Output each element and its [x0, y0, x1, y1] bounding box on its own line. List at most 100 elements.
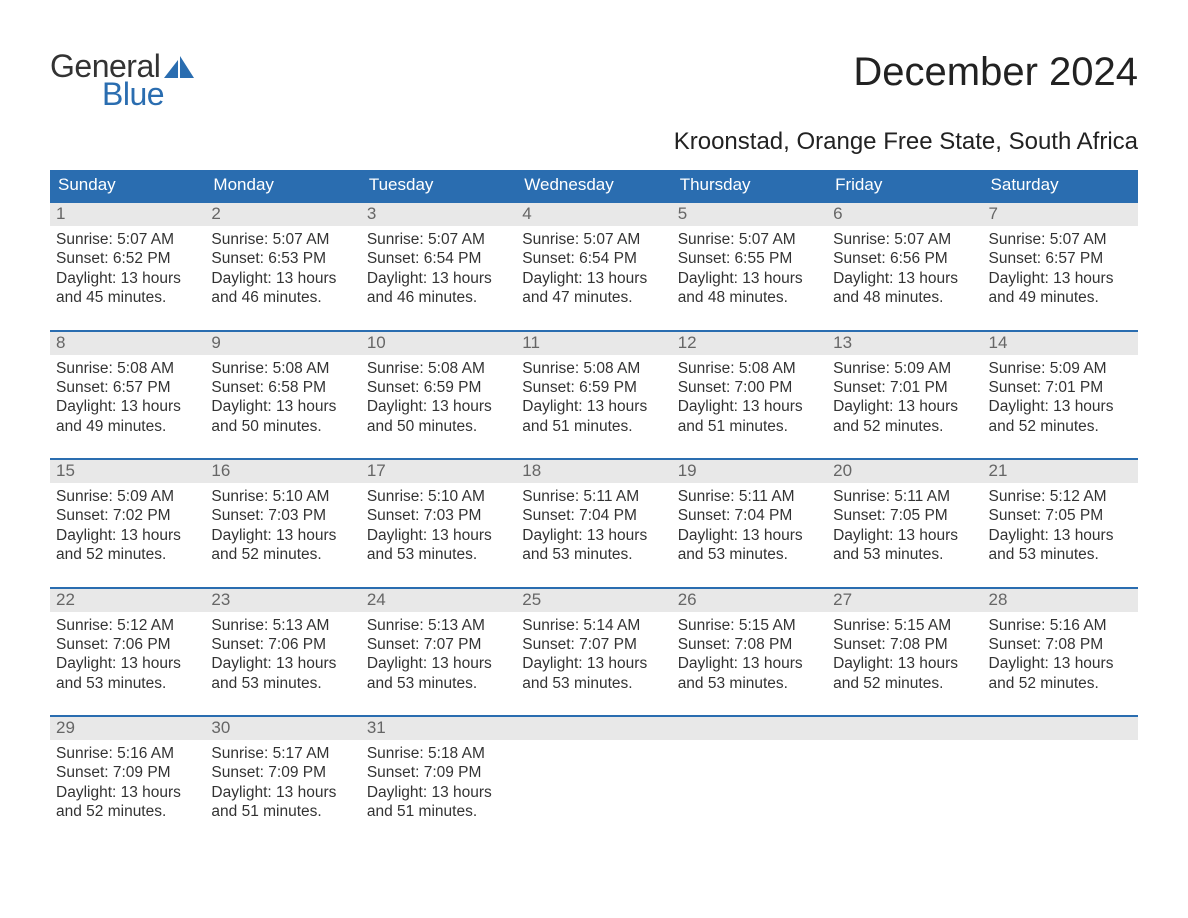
- day-details: Sunrise: 5:09 AMSunset: 7:02 PMDaylight:…: [50, 483, 205, 571]
- calendar-day: 13Sunrise: 5:09 AMSunset: 7:01 PMDayligh…: [827, 332, 982, 443]
- day-details: Sunrise: 5:07 AMSunset: 6:56 PMDaylight:…: [827, 226, 982, 314]
- day-number: 31: [361, 717, 516, 740]
- day-number: 15: [50, 460, 205, 483]
- calendar-day: 8Sunrise: 5:08 AMSunset: 6:57 PMDaylight…: [50, 332, 205, 443]
- day-details: Sunrise: 5:07 AMSunset: 6:54 PMDaylight:…: [516, 226, 671, 314]
- calendar-day: 18Sunrise: 5:11 AMSunset: 7:04 PMDayligh…: [516, 460, 671, 571]
- calendar-day: 23Sunrise: 5:13 AMSunset: 7:06 PMDayligh…: [205, 589, 360, 700]
- calendar-day: 30Sunrise: 5:17 AMSunset: 7:09 PMDayligh…: [205, 717, 360, 828]
- day-number: [983, 717, 1138, 740]
- day-number: 7: [983, 203, 1138, 226]
- day-details: Sunrise: 5:08 AMSunset: 6:59 PMDaylight:…: [516, 355, 671, 443]
- day-number: 16: [205, 460, 360, 483]
- calendar-day: 9Sunrise: 5:08 AMSunset: 6:58 PMDaylight…: [205, 332, 360, 443]
- day-number: 14: [983, 332, 1138, 355]
- page-title: December 2024: [853, 50, 1138, 95]
- day-number: 18: [516, 460, 671, 483]
- calendar-day: [672, 717, 827, 828]
- day-number: 3: [361, 203, 516, 226]
- day-details: Sunrise: 5:13 AMSunset: 7:06 PMDaylight:…: [205, 612, 360, 700]
- calendar-day: 31Sunrise: 5:18 AMSunset: 7:09 PMDayligh…: [361, 717, 516, 828]
- day-number: 21: [983, 460, 1138, 483]
- calendar-week: 29Sunrise: 5:16 AMSunset: 7:09 PMDayligh…: [50, 715, 1138, 828]
- day-details: Sunrise: 5:08 AMSunset: 7:00 PMDaylight:…: [672, 355, 827, 443]
- weekday-header: Saturday: [983, 170, 1138, 201]
- day-details: Sunrise: 5:11 AMSunset: 7:04 PMDaylight:…: [672, 483, 827, 571]
- day-details: Sunrise: 5:09 AMSunset: 7:01 PMDaylight:…: [827, 355, 982, 443]
- calendar-day: 14Sunrise: 5:09 AMSunset: 7:01 PMDayligh…: [983, 332, 1138, 443]
- calendar-day: 26Sunrise: 5:15 AMSunset: 7:08 PMDayligh…: [672, 589, 827, 700]
- calendar-day: 21Sunrise: 5:12 AMSunset: 7:05 PMDayligh…: [983, 460, 1138, 571]
- brand-logo: General Blue: [50, 50, 194, 110]
- calendar-day: 22Sunrise: 5:12 AMSunset: 7:06 PMDayligh…: [50, 589, 205, 700]
- calendar-day: 7Sunrise: 5:07 AMSunset: 6:57 PMDaylight…: [983, 203, 1138, 314]
- day-number: [516, 717, 671, 740]
- day-details: Sunrise: 5:15 AMSunset: 7:08 PMDaylight:…: [827, 612, 982, 700]
- day-details: Sunrise: 5:10 AMSunset: 7:03 PMDaylight:…: [361, 483, 516, 571]
- day-number: 9: [205, 332, 360, 355]
- day-number: 24: [361, 589, 516, 612]
- calendar-day: 16Sunrise: 5:10 AMSunset: 7:03 PMDayligh…: [205, 460, 360, 571]
- calendar-day: [516, 717, 671, 828]
- weekday-header: Wednesday: [516, 170, 671, 201]
- day-number: 8: [50, 332, 205, 355]
- day-details: Sunrise: 5:07 AMSunset: 6:53 PMDaylight:…: [205, 226, 360, 314]
- day-details: Sunrise: 5:07 AMSunset: 6:54 PMDaylight:…: [361, 226, 516, 314]
- calendar-day: 29Sunrise: 5:16 AMSunset: 7:09 PMDayligh…: [50, 717, 205, 828]
- calendar-day: 10Sunrise: 5:08 AMSunset: 6:59 PMDayligh…: [361, 332, 516, 443]
- day-number: 27: [827, 589, 982, 612]
- calendar-day: 12Sunrise: 5:08 AMSunset: 7:00 PMDayligh…: [672, 332, 827, 443]
- day-details: Sunrise: 5:07 AMSunset: 6:55 PMDaylight:…: [672, 226, 827, 314]
- day-details: Sunrise: 5:11 AMSunset: 7:05 PMDaylight:…: [827, 483, 982, 571]
- day-number: 25: [516, 589, 671, 612]
- day-number: 23: [205, 589, 360, 612]
- day-number: 22: [50, 589, 205, 612]
- day-number: 5: [672, 203, 827, 226]
- day-number: 19: [672, 460, 827, 483]
- weekday-header: Monday: [205, 170, 360, 201]
- calendar-day: 2Sunrise: 5:07 AMSunset: 6:53 PMDaylight…: [205, 203, 360, 314]
- day-number: 11: [516, 332, 671, 355]
- day-details: Sunrise: 5:12 AMSunset: 7:06 PMDaylight:…: [50, 612, 205, 700]
- weekday-header: Friday: [827, 170, 982, 201]
- day-details: Sunrise: 5:08 AMSunset: 6:57 PMDaylight:…: [50, 355, 205, 443]
- day-number: 2: [205, 203, 360, 226]
- calendar-day: 20Sunrise: 5:11 AMSunset: 7:05 PMDayligh…: [827, 460, 982, 571]
- calendar: SundayMondayTuesdayWednesdayThursdayFrid…: [50, 170, 1138, 828]
- day-details: Sunrise: 5:18 AMSunset: 7:09 PMDaylight:…: [361, 740, 516, 828]
- day-details: Sunrise: 5:07 AMSunset: 6:52 PMDaylight:…: [50, 226, 205, 314]
- day-number: 30: [205, 717, 360, 740]
- calendar-day: 6Sunrise: 5:07 AMSunset: 6:56 PMDaylight…: [827, 203, 982, 314]
- calendar-day: 4Sunrise: 5:07 AMSunset: 6:54 PMDaylight…: [516, 203, 671, 314]
- day-details: Sunrise: 5:08 AMSunset: 6:59 PMDaylight:…: [361, 355, 516, 443]
- day-details: Sunrise: 5:16 AMSunset: 7:08 PMDaylight:…: [983, 612, 1138, 700]
- calendar-day: 1Sunrise: 5:07 AMSunset: 6:52 PMDaylight…: [50, 203, 205, 314]
- day-details: Sunrise: 5:16 AMSunset: 7:09 PMDaylight:…: [50, 740, 205, 828]
- day-number: 13: [827, 332, 982, 355]
- day-number: 17: [361, 460, 516, 483]
- day-number: [672, 717, 827, 740]
- weekday-header: Tuesday: [361, 170, 516, 201]
- day-number: 6: [827, 203, 982, 226]
- day-number: 10: [361, 332, 516, 355]
- day-details: Sunrise: 5:07 AMSunset: 6:57 PMDaylight:…: [983, 226, 1138, 314]
- calendar-day: 3Sunrise: 5:07 AMSunset: 6:54 PMDaylight…: [361, 203, 516, 314]
- calendar-day: 11Sunrise: 5:08 AMSunset: 6:59 PMDayligh…: [516, 332, 671, 443]
- day-number: 12: [672, 332, 827, 355]
- day-number: 20: [827, 460, 982, 483]
- page-subtitle: Kroonstad, Orange Free State, South Afri…: [50, 128, 1138, 156]
- calendar-day: 17Sunrise: 5:10 AMSunset: 7:03 PMDayligh…: [361, 460, 516, 571]
- day-details: Sunrise: 5:10 AMSunset: 7:03 PMDaylight:…: [205, 483, 360, 571]
- calendar-week: 15Sunrise: 5:09 AMSunset: 7:02 PMDayligh…: [50, 458, 1138, 571]
- calendar-day: 27Sunrise: 5:15 AMSunset: 7:08 PMDayligh…: [827, 589, 982, 700]
- calendar-day: 19Sunrise: 5:11 AMSunset: 7:04 PMDayligh…: [672, 460, 827, 571]
- day-details: Sunrise: 5:12 AMSunset: 7:05 PMDaylight:…: [983, 483, 1138, 571]
- calendar-day: [983, 717, 1138, 828]
- day-number: 26: [672, 589, 827, 612]
- day-details: Sunrise: 5:08 AMSunset: 6:58 PMDaylight:…: [205, 355, 360, 443]
- day-details: Sunrise: 5:17 AMSunset: 7:09 PMDaylight:…: [205, 740, 360, 828]
- day-number: [827, 717, 982, 740]
- day-details: Sunrise: 5:09 AMSunset: 7:01 PMDaylight:…: [983, 355, 1138, 443]
- day-details: Sunrise: 5:13 AMSunset: 7:07 PMDaylight:…: [361, 612, 516, 700]
- calendar-day: 25Sunrise: 5:14 AMSunset: 7:07 PMDayligh…: [516, 589, 671, 700]
